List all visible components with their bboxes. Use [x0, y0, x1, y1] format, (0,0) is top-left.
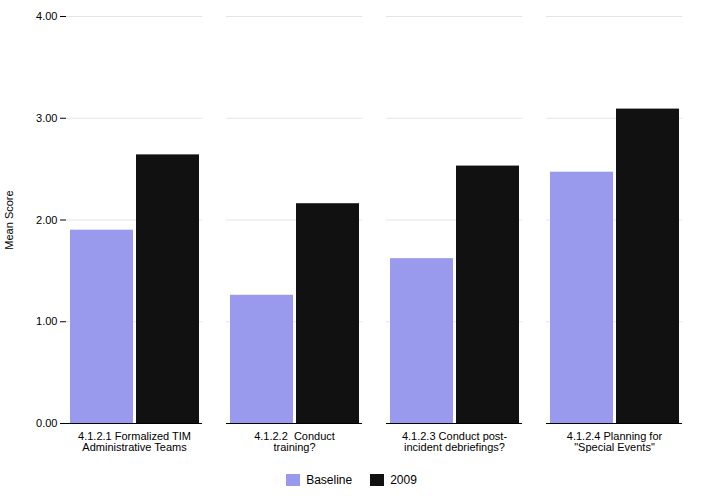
html-text:2009: 2009	[390, 473, 417, 487]
svg-text:3.00: 3.00	[36, 112, 57, 124]
svg-text:0.00: 0.00	[36, 417, 57, 429]
svg-text:4.1.2.3 Conduct post-incident: 4.1.2.3 Conduct post-incident debriefing…	[402, 430, 508, 453]
svg-text:1.00: 1.00	[36, 315, 57, 327]
svg-text:Mean Score: Mean Score	[3, 190, 15, 249]
svg-text:4.00: 4.00	[36, 10, 57, 22]
svg-text:4.1.2.4 Planning for"Special E: 4.1.2.4 Planning for"Special Events"	[567, 430, 663, 453]
svg-text:4.1.2.1 Formalized TIMAdminist: 4.1.2.1 Formalized TIMAdministrative Tea…	[78, 430, 191, 453]
svg-text:4.1.2.2 Conducttraining?: 4.1.2.2 Conducttraining?	[254, 430, 335, 453]
html-text:Baseline: Baseline	[306, 473, 353, 487]
svg-text:2.00: 2.00	[36, 214, 57, 226]
